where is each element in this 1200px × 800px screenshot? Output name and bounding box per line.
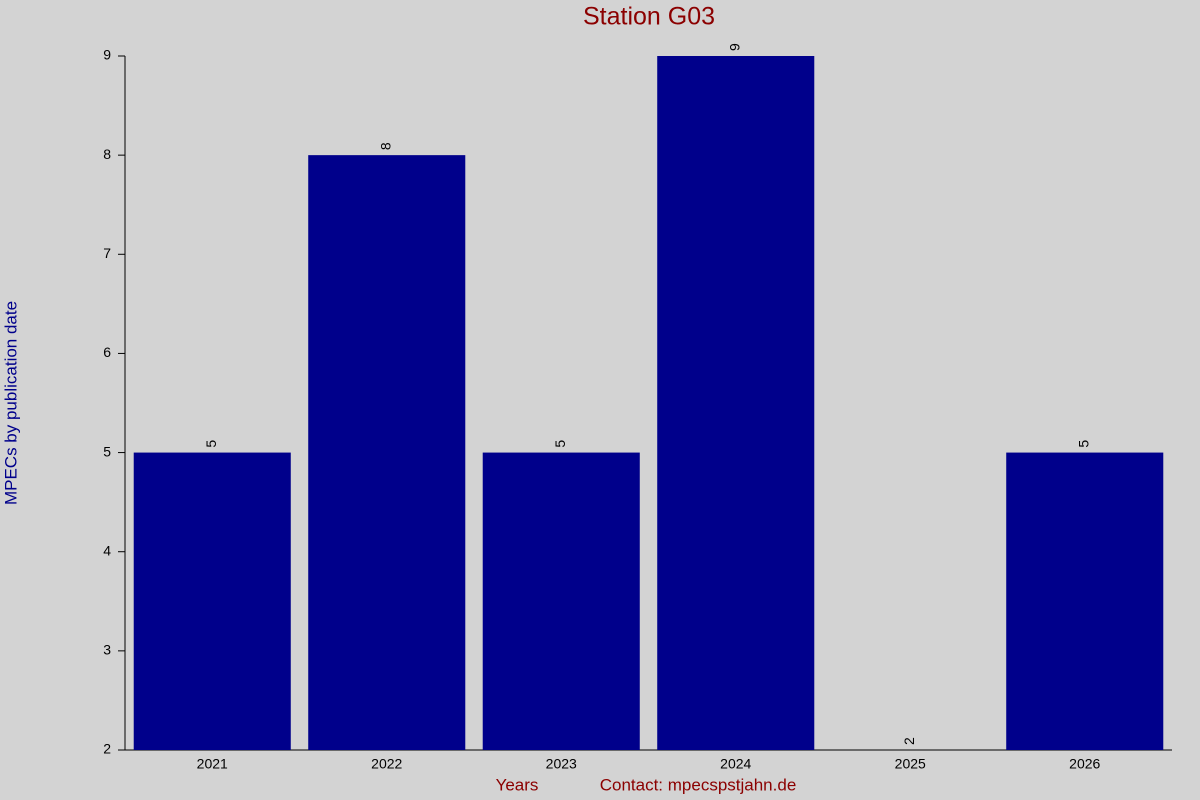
- x-tick-label: 2021: [197, 756, 228, 772]
- value-label: 5: [552, 440, 568, 448]
- y-tick-label: 7: [103, 245, 111, 261]
- y-tick-label: 9: [103, 47, 111, 63]
- y-tick-label: 3: [103, 642, 111, 658]
- x-tick-label: 2024: [720, 756, 751, 772]
- value-label: 8: [377, 142, 393, 150]
- y-tick-label: 5: [103, 443, 111, 459]
- bar: [482, 452, 640, 750]
- y-tick-label: 4: [103, 542, 111, 558]
- y-axis-label: MPECs by publication date: [1, 301, 20, 505]
- y-tick-label: 2: [103, 741, 111, 757]
- x-tick-label: 2022: [371, 756, 402, 772]
- value-label: 5: [1075, 440, 1091, 448]
- chart-title: Station G03: [583, 3, 715, 31]
- bar: [657, 56, 815, 750]
- bar: [1006, 452, 1164, 750]
- annotation: Contact: mpecspstjahn.de: [600, 775, 797, 794]
- x-tick-label: 2023: [546, 756, 577, 772]
- bar: [133, 452, 291, 750]
- y-tick-label: 8: [103, 146, 111, 162]
- bar: [308, 155, 466, 751]
- value-label: 2: [901, 737, 917, 745]
- x-tick-label: 2026: [1069, 756, 1100, 772]
- value-label: 5: [203, 440, 219, 448]
- value-label: 9: [726, 43, 742, 51]
- y-tick-label: 6: [103, 344, 111, 360]
- x-axis-label: Years: [496, 775, 539, 794]
- x-tick-label: 2025: [895, 756, 926, 772]
